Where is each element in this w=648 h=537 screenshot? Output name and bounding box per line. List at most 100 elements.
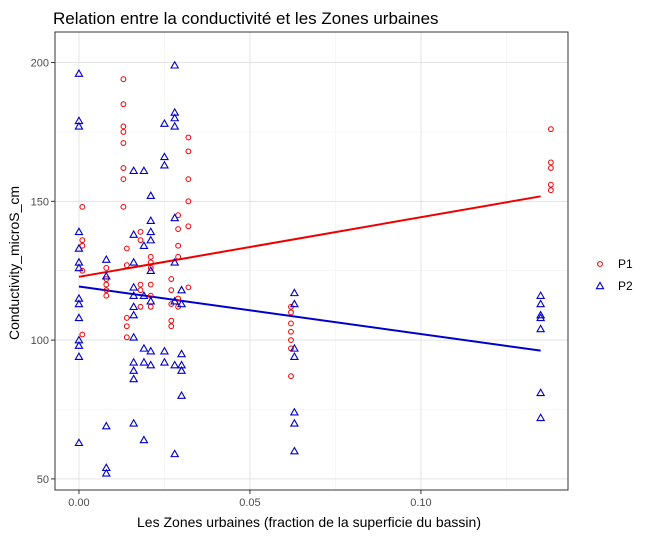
point-p1 <box>185 176 192 183</box>
chart-title: Relation entre la conductivité et les Zo… <box>53 9 439 28</box>
point-p2 <box>170 449 180 458</box>
point-p1 <box>137 281 144 288</box>
point-p2 <box>176 299 187 308</box>
grid-lines <box>55 32 568 490</box>
point-p2 <box>129 282 139 291</box>
point-p2 <box>176 390 187 399</box>
point-p2 <box>170 296 180 305</box>
point-p2 <box>146 191 156 200</box>
point-p1 <box>288 373 294 380</box>
point-p1 <box>175 226 182 232</box>
legend: P1 P2 <box>595 257 633 293</box>
point-p1 <box>168 323 175 330</box>
point-p2 <box>159 118 169 127</box>
point-p1 <box>185 148 192 155</box>
point-p2 <box>129 290 139 299</box>
legend-key-p2 <box>595 281 605 290</box>
point-p2 <box>74 299 84 308</box>
point-p1 <box>120 203 127 210</box>
point-p2 <box>139 241 149 249</box>
point-p2 <box>129 365 139 374</box>
point-p1 <box>103 287 110 294</box>
point-p2 <box>146 266 156 274</box>
data-points <box>74 60 554 477</box>
point-p1 <box>137 287 144 294</box>
point-p1 <box>168 276 175 282</box>
point-p2 <box>129 310 139 319</box>
point-p2 <box>129 166 139 175</box>
point-p1 <box>120 76 127 83</box>
point-p2 <box>74 227 84 236</box>
point-p2 <box>129 302 139 311</box>
y-axis-ticks: 50 100 150 200 <box>31 58 55 486</box>
point-p1 <box>147 265 154 271</box>
point-p1 <box>123 245 130 252</box>
point-p2 <box>159 357 169 366</box>
point-p1 <box>79 331 86 338</box>
point-p2 <box>129 257 139 266</box>
point-p1 <box>147 259 154 266</box>
point-p2 <box>74 340 84 349</box>
point-p2 <box>536 310 546 319</box>
point-p2 <box>129 357 139 366</box>
point-p2 <box>101 468 111 477</box>
point-p1 <box>123 323 130 330</box>
point-p2 <box>129 332 139 341</box>
point-p1 <box>548 181 554 188</box>
point-p1 <box>120 176 127 183</box>
point-p1 <box>137 228 144 235</box>
point-p1 <box>168 317 175 324</box>
point-p2 <box>289 446 299 455</box>
point-p1 <box>120 123 127 130</box>
point-p2 <box>159 152 169 161</box>
point-p2 <box>146 227 156 236</box>
point-p1 <box>175 242 182 249</box>
point-p1 <box>123 262 130 269</box>
point-p1 <box>185 134 192 141</box>
point-p2 <box>129 229 139 238</box>
point-p2 <box>289 299 299 308</box>
point-p1 <box>137 237 144 244</box>
point-p1 <box>103 292 110 299</box>
point-p1 <box>548 159 554 166</box>
point-p1 <box>185 284 192 291</box>
point-p2 <box>159 160 169 169</box>
point-p1 <box>120 129 127 135</box>
point-p2 <box>536 290 546 299</box>
point-p2 <box>536 413 546 422</box>
point-p1 <box>168 287 175 294</box>
point-p2 <box>170 60 180 69</box>
point-p2 <box>129 418 139 427</box>
point-p2 <box>146 235 156 244</box>
trend-line-p2 <box>78 285 541 352</box>
point-p1 <box>147 253 154 260</box>
point-p1 <box>185 198 192 205</box>
point-p2 <box>170 121 180 130</box>
y-axis-title: Conductivity_microS_cm <box>6 186 22 340</box>
point-p1 <box>288 337 294 344</box>
point-p2 <box>176 365 187 374</box>
point-p1 <box>120 101 127 108</box>
y-tick-label: 100 <box>31 335 49 347</box>
point-p2 <box>146 216 156 225</box>
point-p2 <box>139 166 149 175</box>
point-p1 <box>79 203 86 210</box>
point-p1 <box>120 165 127 171</box>
point-p2 <box>74 313 84 322</box>
point-p1 <box>288 320 294 327</box>
point-p1 <box>548 126 554 133</box>
point-p1 <box>548 187 554 194</box>
point-p2 <box>146 296 156 305</box>
point-p2 <box>74 68 84 77</box>
point-p2 <box>146 346 156 355</box>
point-p1 <box>103 265 110 271</box>
point-p2 <box>139 290 149 299</box>
legend-label-p1: P1 <box>618 257 633 271</box>
x-axis-ticks: 0.00 0.05 0.10 <box>68 490 432 509</box>
point-p2 <box>101 271 111 280</box>
point-p1 <box>137 303 144 310</box>
point-p1 <box>185 223 192 230</box>
point-p2 <box>289 407 299 416</box>
point-p2 <box>289 343 299 352</box>
point-p2 <box>139 357 149 366</box>
